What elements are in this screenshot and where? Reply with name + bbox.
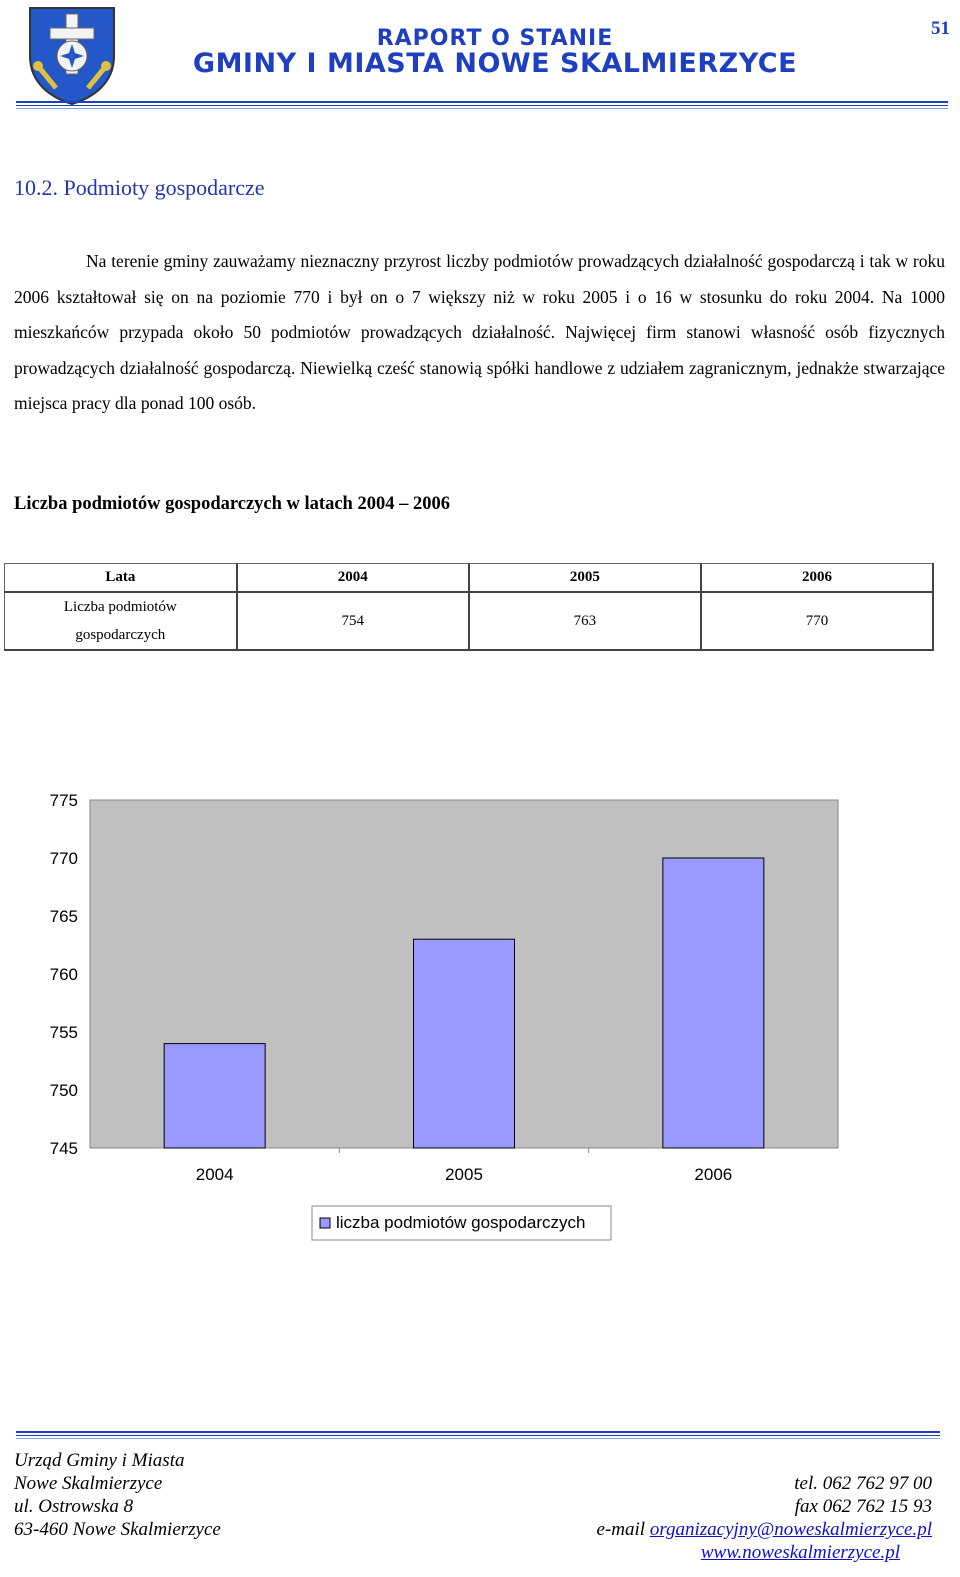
x-tick-label: 2006: [694, 1165, 732, 1184]
body-paragraph: Na terenie gminy zauważamy nieznaczny pr…: [14, 244, 945, 422]
bar-chart: 775 770 765 760 755 750 745 2004 2005 2006 liczb…: [50, 791, 839, 1241]
row-label-line2: gospodarczych: [75, 627, 166, 643]
email-link[interactable]: organizacyjny@noweskalmierzyce.pl: [649, 1519, 932, 1540]
bar-2006: [662, 857, 765, 1149]
footer-address-line: ul. Ostrowska 8: [14, 1496, 134, 1517]
legend-swatch: [319, 1217, 331, 1229]
y-tick-label: 760: [50, 965, 78, 984]
bar-2004: [163, 1043, 266, 1149]
y-tick-label: 770: [50, 849, 78, 868]
footer-tel: tel. 062 762 97 00: [794, 1473, 932, 1494]
table-header-cell: 2004: [236, 563, 470, 593]
paragraph-text: Na terenie gminy zauważamy nieznaczny pr…: [14, 251, 945, 413]
report-title-line2: GMINY I MIASTA NOWE SKALMIERZYCE: [192, 48, 798, 79]
table-header-row: Lata 2004 2005 2006: [3, 563, 935, 593]
table-cell: 763: [468, 591, 702, 651]
row-label-line1: Liczba podmiotów: [63, 599, 177, 615]
legend-label: liczba podmiotów gospodarczych: [336, 1213, 585, 1232]
x-tick-label: 2004: [196, 1165, 234, 1184]
table-cell: 770: [700, 591, 935, 651]
y-tick-label: 755: [50, 1023, 78, 1042]
footer-fax: fax 062 762 15 93: [794, 1496, 932, 1517]
page-number: 51: [931, 18, 950, 39]
y-tick-label: 750: [50, 1081, 78, 1100]
footer-address-line: Nowe Skalmierzyce: [14, 1473, 163, 1494]
y-tick-label: 775: [50, 791, 78, 810]
footer-email-line: e-mail organizacyjny@noweskalmierzyce.pl: [560, 1518, 932, 1541]
bar-2005: [413, 938, 515, 1149]
footer-address: Urząd Gminy i Miasta Nowe Skalmierzyce u…: [14, 1449, 221, 1541]
footer-rule: [16, 1431, 940, 1439]
footer-address-line: 63-460 Nowe Skalmierzyce: [14, 1519, 221, 1540]
email-label: e-mail: [596, 1519, 650, 1540]
report-title-line1: RAPORT O STANIE: [376, 26, 614, 51]
chart-legend: liczba podmiotów gospodarczych: [311, 1205, 612, 1241]
coat-of-arms-icon: [29, 7, 115, 106]
table-header-cell: Lata: [3, 563, 238, 593]
footer-address-line: Urząd Gminy i Miasta: [14, 1450, 185, 1471]
table-caption: Liczba podmiotów gospodarczych w latach …: [14, 494, 450, 514]
data-table: Lata 2004 2005 2006 Liczba podmiotów gos…: [3, 563, 935, 651]
section-title: 10.2. Podmioty gospodarcze: [14, 175, 265, 200]
website-link[interactable]: www.noweskalmierzyce.pl: [700, 1542, 900, 1563]
table-row-label: Liczba podmiotów gospodarczych: [3, 591, 238, 651]
table-header-cell: 2005: [468, 563, 702, 593]
table-header-cell: 2006: [700, 563, 935, 593]
table-row: Liczba podmiotów gospodarczych 754 763 7…: [3, 591, 935, 651]
x-tick-label: 2005: [445, 1165, 483, 1184]
footer-website-line: www.noweskalmierzyce.pl: [560, 1541, 932, 1564]
y-tick-label: 745: [50, 1139, 78, 1158]
footer-contact: tel. 062 762 97 00 fax 062 762 15 93 e-m…: [560, 1472, 932, 1564]
header-rule: [16, 101, 948, 109]
y-tick-label: 765: [50, 907, 78, 926]
table-cell: 754: [236, 591, 470, 651]
